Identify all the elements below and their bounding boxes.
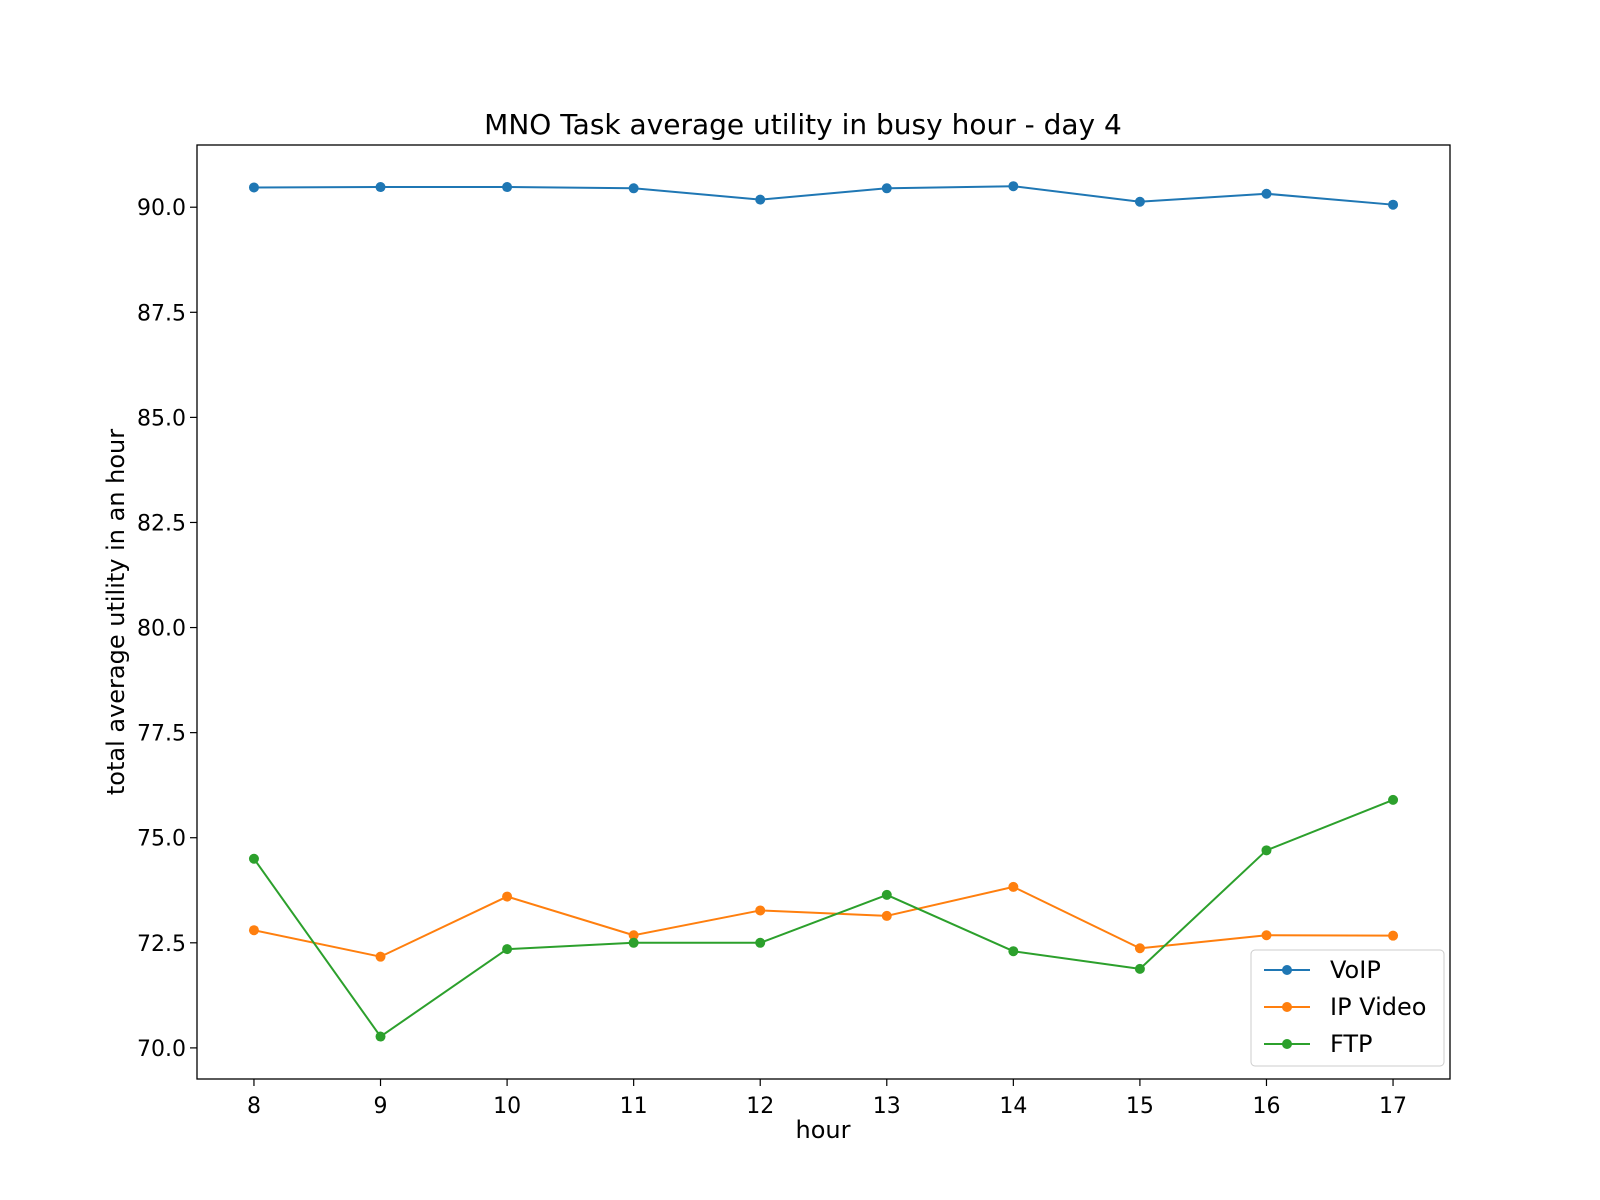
legend-box [1250, 949, 1445, 1067]
x-axis-label: hour [796, 1116, 851, 1144]
x-axis-ticks: 8 9 10 11 12 13 14 15 16 17 [247, 1079, 1407, 1119]
plot-area-frame [196, 144, 1451, 1080]
chart-title: MNO Task average utility in busy hour - … [484, 108, 1122, 141]
x-tick-label: 12 [746, 1094, 774, 1119]
data-point-voip [628, 183, 639, 194]
data-point-ip-video [1261, 930, 1272, 941]
data-point-ftp [375, 1031, 386, 1042]
x-tick-label: 9 [374, 1094, 388, 1119]
data-point-voip [1388, 199, 1399, 210]
x-tick-label: 14 [999, 1094, 1027, 1119]
legend-marker-voip [1282, 965, 1292, 975]
y-tick-label: 85.0 [137, 406, 186, 431]
data-point-ftp [1388, 794, 1399, 805]
y-axis-ticks: 70.0 72.5 75.0 77.5 80.0 82.5 85.0 87.5 90.0 [137, 196, 197, 1062]
data-point-ip-video [248, 925, 259, 936]
data-point-ftp [628, 937, 639, 948]
series-line-ip-video [253, 885, 1394, 958]
legend-entries: VoIP IP Video FTP [1264, 956, 1426, 1058]
y-axis-label: total average utility in an hour [102, 429, 130, 795]
data-point-ip-video [1008, 881, 1019, 892]
data-point-voip [1261, 188, 1272, 199]
series-line-ftp [253, 798, 1394, 1038]
data-point-ip-video [1388, 930, 1399, 941]
data-point-ip-video [375, 951, 386, 962]
y-tick-label: 82.5 [137, 511, 186, 536]
data-point-ftp [502, 944, 513, 955]
data-point-ip-video [502, 891, 513, 902]
x-tick-label: 11 [620, 1094, 648, 1119]
data-point-ftp [1134, 963, 1145, 974]
y-tick-label: 80.0 [137, 617, 186, 642]
legend-label-voip: VoIP [1330, 956, 1381, 984]
x-tick-label: 10 [493, 1094, 521, 1119]
data-point-ftp [881, 889, 892, 900]
x-tick-label: 17 [1379, 1094, 1407, 1119]
y-tick-label: 87.5 [137, 301, 186, 326]
legend: VoIP IP Video FTP [1250, 949, 1445, 1067]
x-tick-label: 15 [1126, 1094, 1154, 1119]
data-point-voip [881, 183, 892, 194]
legend-label-ip-video: IP Video [1330, 993, 1426, 1021]
data-point-ftp [248, 853, 259, 864]
x-tick-label: 8 [247, 1094, 261, 1119]
data-point-voip [1008, 181, 1019, 192]
data-point-ip-video [755, 905, 766, 916]
data-point-ip-video [628, 930, 639, 941]
y-tick-label: 72.5 [137, 932, 186, 957]
y-tick-label: 90.0 [137, 196, 186, 221]
data-point-voip [375, 182, 386, 193]
legend-label-ftp: FTP [1330, 1030, 1373, 1058]
series-line-voip [253, 185, 1394, 206]
series-lines [253, 185, 1394, 1038]
legend-marker-ip-video [1282, 1002, 1292, 1012]
y-tick-label: 75.0 [137, 827, 186, 852]
y-tick-label: 77.5 [137, 722, 186, 747]
x-tick-label: 13 [873, 1094, 901, 1119]
x-tick-label: 16 [1252, 1094, 1280, 1119]
data-point-voip [1134, 196, 1145, 207]
y-tick-label: 70.0 [137, 1037, 186, 1062]
data-point-ip-video [881, 910, 892, 921]
data-point-ip-video [1134, 943, 1145, 954]
data-point-voip [755, 194, 766, 205]
series-markers [248, 181, 1399, 1042]
data-point-voip [248, 182, 259, 193]
data-point-ftp [1261, 845, 1272, 856]
data-point-ftp [1008, 946, 1019, 957]
data-point-ftp [755, 937, 766, 948]
data-point-voip [502, 182, 513, 193]
legend-marker-ftp [1282, 1039, 1292, 1049]
